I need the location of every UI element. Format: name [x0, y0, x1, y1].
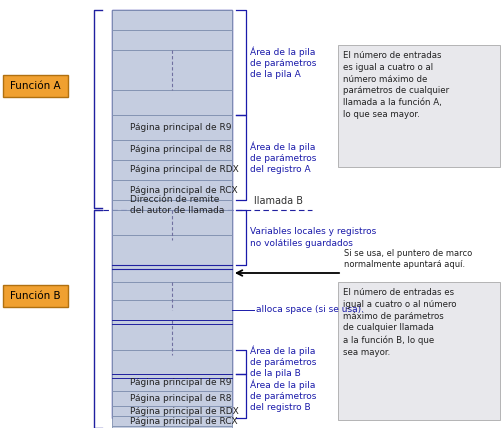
Bar: [112, 265, 231, 282]
Bar: [112, 416, 231, 426]
Text: llamada B: llamada B: [254, 196, 303, 206]
Bar: [112, 300, 231, 320]
FancyBboxPatch shape: [3, 75, 68, 97]
Text: Variables locales y registros
no volátiles guardados: Variables locales y registros no volátil…: [249, 227, 376, 247]
Bar: [112, 30, 231, 50]
Text: Función A: Función A: [10, 81, 61, 91]
Bar: [112, 350, 231, 374]
Bar: [112, 10, 231, 418]
Text: Área de la pila
de parámetros
del registro B: Área de la pila de parámetros del regist…: [249, 380, 316, 412]
Bar: [337, 45, 499, 167]
Text: Si se usa, el puntero de marco
normalmente apuntará aquí.: Si se usa, el puntero de marco normalmen…: [343, 249, 471, 269]
Bar: [112, 374, 231, 391]
FancyBboxPatch shape: [3, 285, 68, 307]
Bar: [112, 10, 231, 30]
Bar: [112, 210, 231, 235]
Bar: [112, 235, 231, 265]
Bar: [112, 160, 231, 180]
Text: alloca space (si se usa).: alloca space (si se usa).: [256, 306, 363, 315]
Text: Página principal de R9: Página principal de R9: [130, 123, 231, 132]
Bar: [112, 180, 231, 200]
Bar: [112, 320, 231, 350]
Text: Página principal de R8: Página principal de R8: [130, 146, 231, 155]
Bar: [112, 90, 231, 115]
Bar: [112, 426, 231, 428]
Bar: [112, 140, 231, 160]
Text: Área de la pila
de parámetros
del registro A: Área de la pila de parámetros del regist…: [249, 141, 316, 174]
Text: Página principal de R8: Página principal de R8: [130, 394, 231, 403]
Text: Página principal de R9: Página principal de R9: [130, 378, 231, 387]
Bar: [337, 282, 499, 420]
Bar: [112, 406, 231, 416]
Bar: [112, 115, 231, 140]
Text: El número de entradas es
igual a cuatro o al número
máximo de parámetros
de cual: El número de entradas es igual a cuatro …: [342, 288, 455, 357]
Bar: [112, 391, 231, 406]
Bar: [112, 50, 231, 90]
Bar: [112, 282, 231, 300]
Text: Función B: Función B: [10, 291, 61, 301]
Text: Dirección de remite
del autor de llamada: Dirección de remite del autor de llamada: [130, 195, 224, 215]
Text: El número de entradas
es igual a cuatro o al
número máximo de
parámetros de cual: El número de entradas es igual a cuatro …: [342, 51, 448, 119]
Text: Área de la pila
de parámetros
de la pila B: Área de la pila de parámetros de la pila…: [249, 346, 316, 378]
Text: Área de la pila
de parámetros
de la pila A: Área de la pila de parámetros de la pila…: [249, 46, 316, 79]
Text: Página principal de RCX: Página principal de RCX: [130, 416, 237, 425]
Text: Página principal de RCX: Página principal de RCX: [130, 185, 237, 194]
Text: Página principal de RDX: Página principal de RDX: [130, 166, 238, 175]
Bar: [112, 200, 231, 210]
Text: Página principal de RDX: Página principal de RDX: [130, 407, 238, 416]
